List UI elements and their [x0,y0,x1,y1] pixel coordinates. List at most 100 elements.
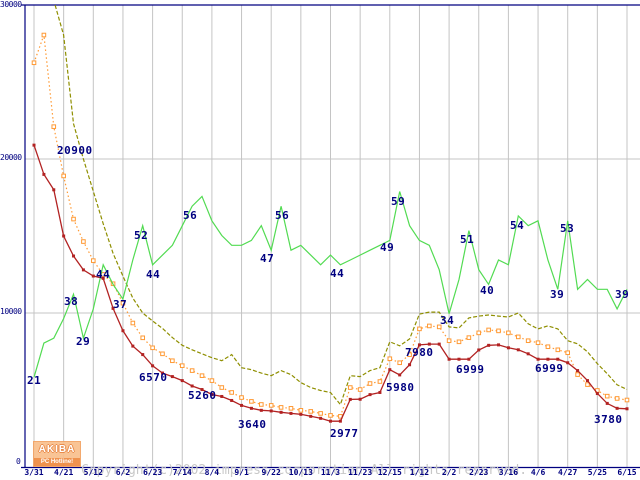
average-price-marker [328,413,333,418]
x-axis-tick-label: 6/23 [142,468,163,477]
lowest-price-marker [299,412,303,416]
lowest-price-marker [249,406,253,410]
average-price-marker [268,403,274,408]
average-price-marker [387,356,393,362]
shop-count-label: 44 [96,268,111,281]
lowest-price-marker [348,397,352,401]
lowest-price-marker [240,403,244,407]
lowest-price-marker [81,268,85,272]
lowest-price-marker [220,394,224,398]
lowest-price-marker [556,357,560,361]
shop-count-label: 39 [615,288,630,301]
lowest-price-marker [279,410,283,414]
price-value-label: 3780 [594,413,623,426]
y-axis-tick-label: 0 [16,457,21,466]
lowest-price-marker [526,352,530,356]
price-value-label: 20900 [57,144,93,157]
lowest-price-marker [605,401,609,405]
average-price-marker [456,339,462,345]
average-price-marker [377,379,383,384]
price-value-label: 7980 [405,346,434,359]
average-price-marker [476,330,482,336]
average-price-marker [229,390,234,395]
average-price-marker [624,397,630,403]
average-price-marker [308,409,314,414]
average-price-marker [417,326,422,332]
average-price-marker [407,352,412,358]
price-value-label: 5260 [188,389,217,402]
average-price-marker [259,402,264,407]
lowest-price-marker [210,392,214,396]
average-price-marker [525,338,531,344]
x-axis-tick-label: 8/4 [204,468,220,477]
y-axis-tick-label: 20000 [0,153,22,162]
x-axis-tick-label: 5/12 [83,468,103,477]
copyright-line-1: Copyright(c)2002 impress corporation All… [81,463,528,478]
average-price-marker [347,385,353,390]
shop-count-label: 37 [113,298,128,311]
logo-akiba-text: AKIBA [38,444,76,455]
average-price-marker [545,344,551,350]
average-price-marker [278,405,284,410]
lowest-price-marker [151,364,155,368]
x-axis-tick-label: 7/14 [172,468,192,477]
average-price-marker [209,378,215,383]
shop-count-label: 53 [560,222,575,235]
shop-count-label: 51 [460,233,475,246]
highest-price-line [54,5,628,406]
average-price-marker [466,335,472,340]
x-axis-tick-label: 1/12 [409,468,430,477]
x-axis-tick-label: 4/6 [530,468,546,477]
average-price-marker [367,381,373,386]
average-price-marker [506,330,511,336]
lowest-price-marker [427,342,431,346]
lowest-price-marker [437,342,441,346]
lowest-price-marker [289,411,293,415]
average-price-marker [357,387,363,392]
y-axis-tick-label: 30000 [0,0,22,9]
lowest-price-marker [388,368,392,372]
average-price-marker [150,345,155,351]
lowest-price-marker [566,361,570,365]
shop-count-label: 39 [550,288,565,301]
lowest-price-marker [170,375,174,379]
lowest-price-marker [72,254,76,258]
price-value-label: 5980 [386,381,415,394]
shop-count-label: 47 [260,252,275,265]
lowest-price-marker [378,390,382,394]
average-price-marker [496,328,501,334]
lowest-price-marker [615,406,619,410]
lowest-price-marker [131,344,135,348]
lowest-price-marker [358,397,362,401]
lowest-price-marker [319,416,323,420]
average-price-marker [397,360,402,366]
lowest-price-marker [408,363,412,367]
price-value-label: 3640 [238,418,267,431]
series-group [31,5,630,423]
shop-count-label: 44 [330,267,345,280]
lowest-price-marker [111,306,115,310]
shop-count-label: 44 [146,268,161,281]
average-price-marker [140,335,146,341]
shop-count-label: 40 [480,284,495,297]
lowest-price-marker [506,346,510,350]
average-price-marker [130,320,136,326]
x-axis-tick-label: 2/23 [469,468,489,477]
lowest-price-marker [546,357,550,361]
average-price-marker [199,373,205,378]
shop-count-label: 52 [134,229,149,242]
lowest-price-marker [160,371,164,375]
lowest-price-marker [62,234,66,238]
shop-count-label: 59 [391,195,406,208]
lowest-price-marker [625,407,629,411]
lowest-price-marker [417,343,421,347]
lowest-price-marker [91,274,95,278]
x-axis-tick-label: 3/31 [24,468,44,477]
average-price-marker [179,363,185,368]
lowest-price-marker [457,357,461,361]
copyright-notice: Copyright(c)2002 impress corporation All… [81,441,527,480]
price-value-label: 6999 [535,362,564,375]
lowest-price-marker [200,388,204,392]
lowest-price-marker [398,373,402,377]
